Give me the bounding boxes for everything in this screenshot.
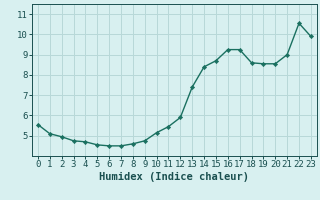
X-axis label: Humidex (Indice chaleur): Humidex (Indice chaleur) xyxy=(100,172,249,182)
